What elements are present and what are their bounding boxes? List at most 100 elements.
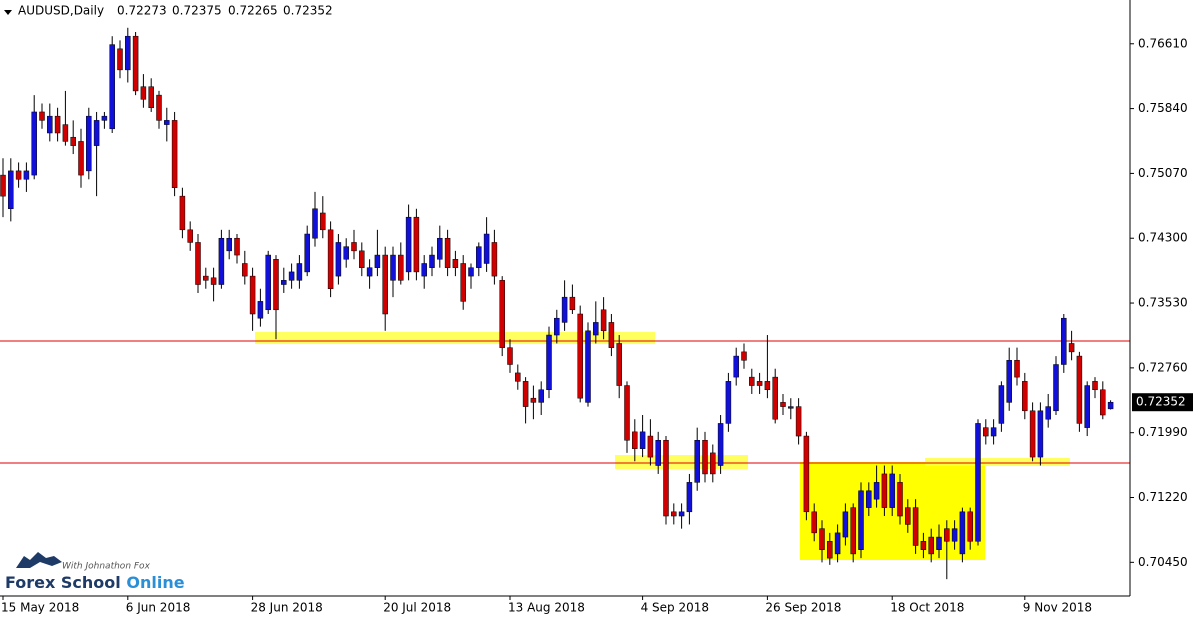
body [54, 115, 61, 134]
body [686, 482, 693, 513]
body [671, 511, 677, 517]
body [15, 170, 22, 180]
body [249, 275, 256, 315]
y-tick-label: 0.71990 [1138, 425, 1188, 439]
body [499, 280, 505, 348]
body [616, 343, 622, 386]
close: 0.72352 [283, 4, 333, 18]
body [546, 334, 552, 391]
body [889, 473, 895, 508]
body [125, 35, 131, 71]
body [257, 301, 264, 319]
price-label: 0.72352 [1136, 395, 1186, 409]
body [788, 406, 794, 409]
body [975, 423, 981, 542]
body [983, 427, 989, 437]
body [1037, 410, 1044, 458]
body [905, 507, 911, 525]
open: 0.72273 [117, 4, 167, 18]
body [702, 440, 708, 475]
body [1029, 410, 1036, 458]
body [694, 440, 700, 483]
brand-accent: Online [126, 573, 184, 592]
body [507, 347, 513, 365]
body [741, 351, 747, 361]
x-tick-label: 4 Sep 2018 [641, 601, 709, 615]
body [210, 277, 217, 285]
body [530, 397, 537, 403]
body [0, 174, 6, 197]
body [585, 330, 591, 403]
body [8, 170, 14, 210]
x-tick-label: 28 Jun 2018 [251, 601, 323, 615]
y-tick-label: 0.73530 [1138, 296, 1188, 310]
body [881, 473, 888, 508]
body [226, 237, 232, 252]
watermark-tagline: With Johnathon Fox [62, 562, 151, 572]
body [1084, 385, 1090, 428]
body [483, 233, 490, 264]
x-tick-label: 15 May 2018 [1, 601, 79, 615]
body [86, 115, 92, 172]
body [959, 511, 966, 555]
body [951, 528, 958, 542]
body [928, 536, 934, 555]
body [288, 271, 295, 281]
body [70, 136, 76, 146]
body [780, 402, 786, 407]
body [811, 511, 817, 534]
body [444, 237, 451, 268]
body [897, 482, 903, 517]
body [281, 280, 287, 285]
x-tick-label: 9 Nov 2018 [1023, 601, 1092, 615]
body [967, 511, 973, 542]
body [203, 275, 209, 281]
body [296, 263, 303, 281]
x-tick-label: 6 Jun 2018 [126, 601, 191, 615]
body [990, 427, 997, 437]
body [1100, 389, 1106, 416]
body [834, 532, 841, 555]
symbol: AUDUSD,Daily [18, 4, 104, 18]
body [23, 170, 30, 180]
body [717, 423, 724, 466]
body [93, 120, 100, 146]
body [148, 86, 154, 109]
body [413, 216, 420, 273]
body [187, 229, 193, 243]
y-tick-label: 0.75840 [1138, 101, 1188, 115]
high: 0.72375 [172, 4, 222, 18]
body [359, 250, 365, 268]
body [437, 237, 443, 260]
body [1022, 381, 1028, 412]
body [998, 385, 1005, 424]
body [663, 440, 669, 517]
body [561, 296, 568, 323]
body [491, 242, 498, 277]
body [109, 44, 115, 130]
body [819, 528, 825, 550]
body [936, 536, 942, 550]
y-tick-label: 0.76610 [1138, 36, 1188, 50]
body [171, 120, 178, 188]
body [577, 313, 583, 399]
y-tick-label: 0.71220 [1138, 490, 1188, 504]
body [242, 263, 248, 277]
body [873, 482, 880, 500]
body [1061, 317, 1067, 365]
body [678, 511, 685, 517]
body [1006, 360, 1012, 403]
body [1107, 401, 1114, 410]
body [78, 141, 84, 176]
body [858, 490, 864, 550]
body [1092, 381, 1098, 391]
body [803, 435, 810, 513]
body [756, 381, 763, 386]
body [522, 381, 529, 407]
body [795, 406, 802, 437]
body [101, 115, 108, 121]
body [476, 246, 482, 268]
body [842, 511, 849, 538]
